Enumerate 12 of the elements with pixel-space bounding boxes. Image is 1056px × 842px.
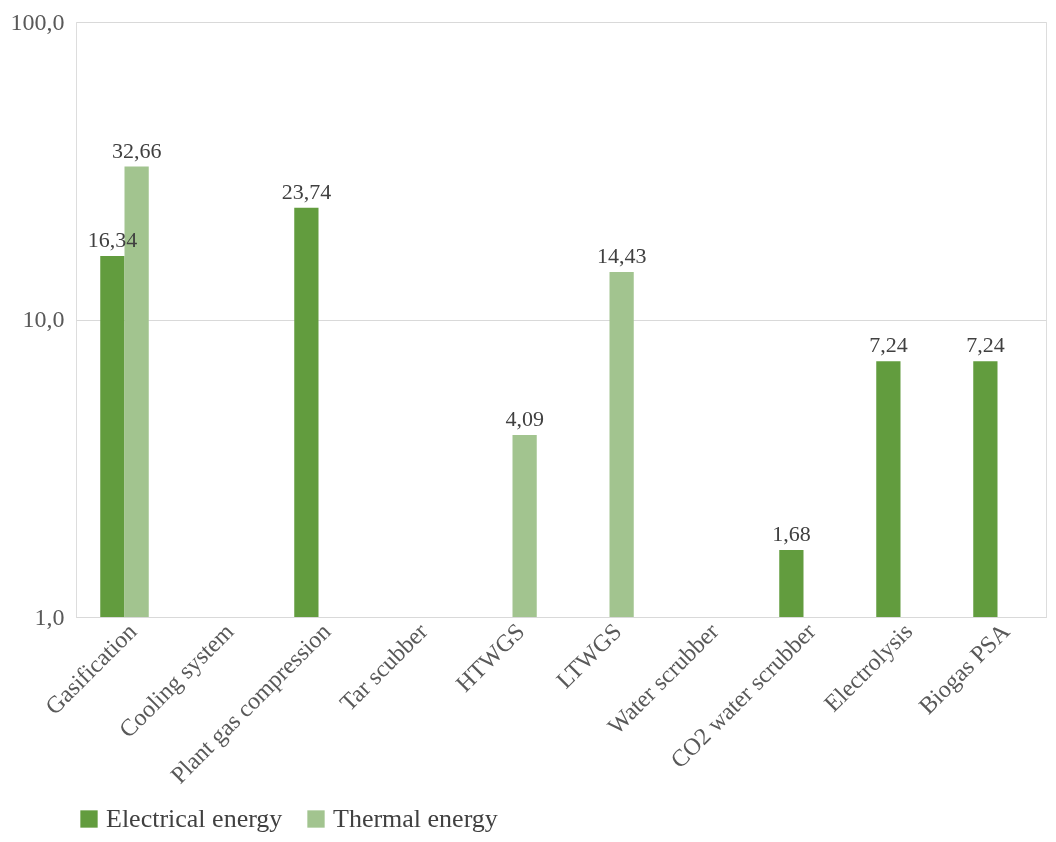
- y-tick-label: 1,0: [34, 603, 65, 630]
- data-label: 23,74: [281, 178, 332, 204]
- data-label: 14,43: [596, 243, 647, 269]
- data-label: 7,24: [869, 332, 908, 358]
- data-label: 1,68: [772, 520, 811, 546]
- y-tick-label: 100,0: [10, 8, 65, 35]
- y-tick-label: 10,0: [22, 306, 65, 332]
- data-label: 7,24: [966, 332, 1005, 358]
- data-label: 32,66: [111, 137, 162, 163]
- legend-label: Electrical energy: [106, 804, 283, 833]
- data-label: 4,09: [505, 406, 544, 432]
- legend-label: Thermal energy: [333, 804, 498, 833]
